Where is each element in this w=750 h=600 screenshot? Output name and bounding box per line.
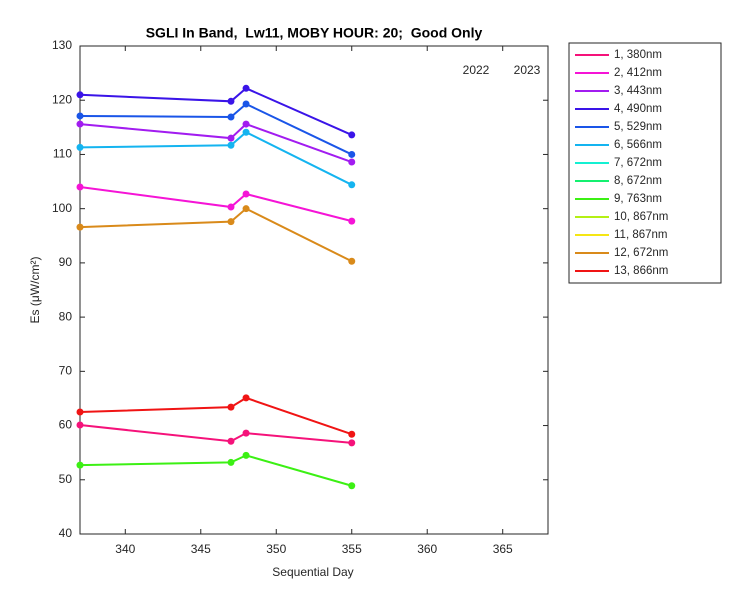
data-point: [348, 257, 356, 265]
data-point: [242, 394, 250, 402]
data-point: [242, 190, 250, 198]
series-line: [79, 207, 353, 263]
data-point: [76, 223, 84, 231]
data-point: [242, 429, 250, 437]
legend-label: 13, 866nm: [614, 265, 668, 277]
x-tick-label: 355: [342, 542, 362, 556]
series-line: [79, 87, 353, 136]
x-tick-label: 350: [266, 542, 286, 556]
data-point: [227, 134, 235, 142]
legend-label: 1, 380nm: [614, 49, 662, 61]
x-tick-label: 345: [191, 542, 211, 556]
data-point: [227, 97, 235, 105]
data-point: [242, 128, 250, 136]
data-point: [76, 183, 84, 191]
data-point: [227, 113, 235, 121]
series-line: [79, 102, 353, 156]
data-point: [227, 403, 235, 411]
legend-label: 10, 867nm: [614, 211, 668, 223]
legend-label: 7, 672nm: [614, 157, 662, 169]
data-point: [348, 430, 356, 438]
y-tick-label: 80: [59, 309, 73, 323]
data-point: [242, 205, 250, 213]
legend-label: 4, 490nm: [614, 103, 662, 115]
y-tick-label: 130: [52, 38, 72, 52]
data-point: [76, 143, 84, 151]
legend-label: 3, 443nm: [614, 85, 662, 97]
legend-label: 11, 867nm: [614, 229, 668, 241]
x-tick-label: 360: [417, 542, 437, 556]
y-tick-label: 60: [59, 418, 73, 432]
y-tick-label: 40: [59, 526, 73, 540]
data-point: [76, 112, 84, 120]
data-point: [76, 421, 84, 429]
annotation: 2022: [463, 63, 490, 77]
y-tick-label: 90: [59, 255, 73, 269]
data-point: [227, 458, 235, 466]
data-point: [242, 84, 250, 92]
y-tick-label: 100: [52, 201, 72, 215]
data-point: [348, 131, 356, 139]
legend-label: 12, 672nm: [614, 247, 668, 259]
data-point: [76, 408, 84, 416]
data-point: [242, 120, 250, 128]
data-point: [348, 150, 356, 158]
legend-label: 6, 566nm: [614, 139, 662, 151]
x-axis-label: Sequential Day: [272, 565, 353, 579]
series-line: [79, 185, 352, 223]
data-point: [348, 158, 356, 166]
series-line: [79, 454, 353, 487]
data-point: [227, 218, 235, 226]
data-point: [242, 451, 250, 459]
legend-label: 9, 763nm: [614, 193, 662, 205]
series-line: [79, 131, 353, 186]
y-tick-label: 70: [59, 364, 73, 378]
data-point: [76, 461, 84, 469]
annotation: 2023: [514, 63, 541, 77]
data-point: [348, 439, 356, 447]
x-tick-label: 365: [493, 542, 513, 556]
series-line: [79, 424, 352, 444]
x-tick-label: 340: [115, 542, 135, 556]
data-point: [227, 141, 235, 149]
plot-frame: [79, 45, 549, 535]
legend-label: 8, 672nm: [614, 175, 662, 187]
data-point: [76, 91, 84, 99]
y-axis-label: Es (μW/cm²): [28, 257, 42, 324]
y-tick-label: 110: [53, 147, 72, 161]
data-point: [348, 217, 356, 225]
data-point: [76, 120, 84, 128]
data-point: [242, 100, 250, 108]
data-point: [348, 181, 356, 189]
legend-label: 5, 529nm: [614, 121, 662, 133]
series-line: [79, 122, 353, 163]
data-point: [348, 482, 356, 490]
legend-label: 2, 412nm: [614, 67, 662, 79]
data-point: [227, 203, 235, 211]
series-line: [79, 396, 353, 436]
y-tick-label: 50: [59, 472, 73, 486]
y-tick-label: 120: [52, 92, 72, 106]
data-point: [227, 437, 235, 445]
chart-title: SGLI In Band, Lw11, MOBY HOUR: 20; Good …: [146, 25, 483, 41]
